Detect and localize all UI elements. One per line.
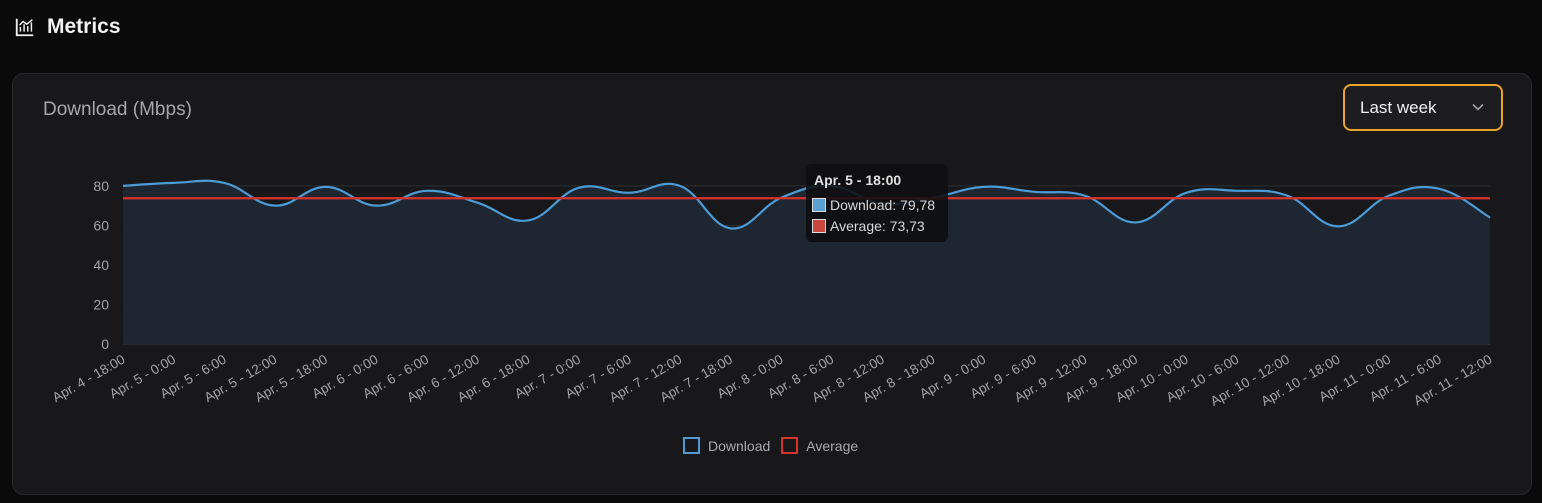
tooltip-swatch-average [812, 219, 826, 233]
chevron-down-icon [1472, 103, 1484, 111]
tooltip-row-average: Average: 73,73 [812, 218, 925, 234]
y-tick-label: 20 [93, 296, 109, 312]
download-area-fill [123, 180, 1490, 344]
period-select[interactable]: Last week [1343, 84, 1503, 131]
legend-item-download[interactable]: Download [683, 437, 770, 454]
tooltip-download-value: Download: 79,78 [830, 197, 936, 213]
chart-tooltip: Apr. 5 - 18:00 Download: 79,78 Average: … [806, 164, 948, 242]
legend-label-download: Download [708, 437, 771, 454]
y-tick-label: 60 [93, 217, 109, 233]
legend-label-average: Average [806, 437, 859, 454]
tooltip-average-value: Average: 73,73 [830, 218, 925, 234]
tooltip-swatch-download [812, 198, 826, 212]
tooltip-title: Apr. 5 - 18:00 [814, 172, 902, 188]
legend-item-average[interactable]: Average [781, 437, 858, 454]
page-title: Metrics [47, 15, 121, 38]
y-tick-label: 40 [93, 257, 109, 273]
period-select-value: Last week [1360, 97, 1437, 117]
tooltip-row-download: Download: 79,78 [812, 197, 935, 213]
legend-swatch-average [781, 437, 799, 454]
chart-legend: Download Average [683, 437, 869, 454]
line-chart-icon [15, 18, 34, 37]
y-tick-label: 0 [101, 336, 109, 352]
legend-swatch-download [683, 437, 700, 454]
chart-title: Download (Mbps) [43, 99, 192, 120]
page-header: Metrics [14, 12, 121, 42]
y-tick-label: 80 [93, 178, 109, 194]
